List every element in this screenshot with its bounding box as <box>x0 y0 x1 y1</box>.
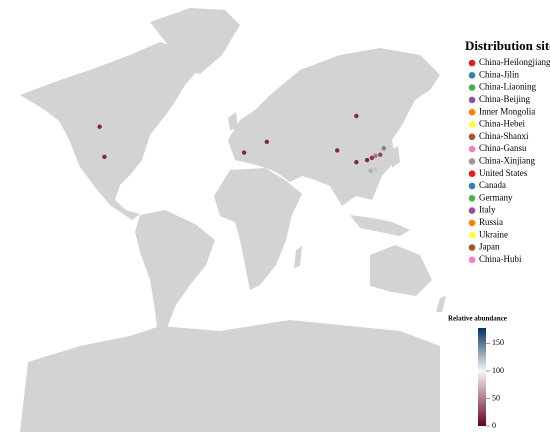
legend-label: Inner Mongolia <box>479 106 535 116</box>
legend-label: China-Liaoning <box>479 82 536 92</box>
colorbar-tick-label: 0 <box>492 421 496 430</box>
site-point <box>97 124 102 129</box>
colorbar-title: Relative abundance <box>448 315 507 323</box>
legend-swatch <box>468 145 476 153</box>
legend-swatch <box>468 207 476 214</box>
site-point <box>241 150 247 155</box>
legend-label: China-Gansu <box>479 143 527 153</box>
colorbar: 0 50 100 150 <box>478 328 504 430</box>
site-point <box>373 167 378 172</box>
legend-label: China-Jilin <box>479 69 519 79</box>
legend-label: Japan <box>479 242 500 252</box>
legend-swatch <box>468 96 476 104</box>
legend-label: United States <box>479 168 528 178</box>
legend-label: China-Heilongjiang <box>479 57 550 67</box>
legend-swatch <box>468 59 476 67</box>
legend-swatch <box>468 121 476 128</box>
legend-label: China-Shanxi <box>479 131 529 141</box>
legend-label: China-Xinjiang <box>479 155 535 165</box>
colorbar-tick-label: 100 <box>492 366 504 375</box>
legend-swatch <box>468 84 476 91</box>
legend-swatch <box>468 256 476 264</box>
legend-swatch <box>468 158 476 165</box>
legend-swatch <box>468 195 476 202</box>
legend-label: Canada <box>479 180 506 190</box>
site-point <box>264 139 269 144</box>
legend-swatch <box>468 133 476 141</box>
legend-label: Russia <box>479 217 503 227</box>
legend: China-Heilongjiang China-Jilin China-Liaon… <box>468 57 550 264</box>
legend-label: China-Hubi <box>479 254 522 264</box>
legend-label: China-Hebei <box>479 119 525 129</box>
legend-swatch <box>468 108 476 116</box>
site-point <box>368 168 373 174</box>
colorbar-bar <box>478 328 486 426</box>
site-point <box>354 113 359 119</box>
sample-points <box>97 113 387 174</box>
legend-title: Distribution site <box>465 38 550 53</box>
site-point <box>102 154 107 160</box>
land <box>20 8 446 432</box>
legend-swatch <box>468 219 476 227</box>
colorbar-tick-label: 50 <box>492 393 500 402</box>
site-point <box>378 152 383 157</box>
colorbar-tick-label: 150 <box>492 338 504 347</box>
site-point <box>364 157 370 163</box>
legend-label: Italy <box>479 205 496 215</box>
site-point <box>354 160 359 165</box>
legend-swatch <box>468 231 476 239</box>
legend-label: Germany <box>479 192 513 202</box>
legend-label: China-Beijing <box>479 94 530 104</box>
site-point <box>369 155 375 161</box>
site-point <box>335 148 340 153</box>
legend-swatch <box>468 182 476 190</box>
legend-swatch <box>468 72 476 79</box>
legend-swatch <box>468 244 476 251</box>
legend-swatch <box>468 170 476 177</box>
legend-label: Ukraine <box>479 229 508 239</box>
site-point <box>373 153 378 158</box>
site-point <box>381 146 387 151</box>
